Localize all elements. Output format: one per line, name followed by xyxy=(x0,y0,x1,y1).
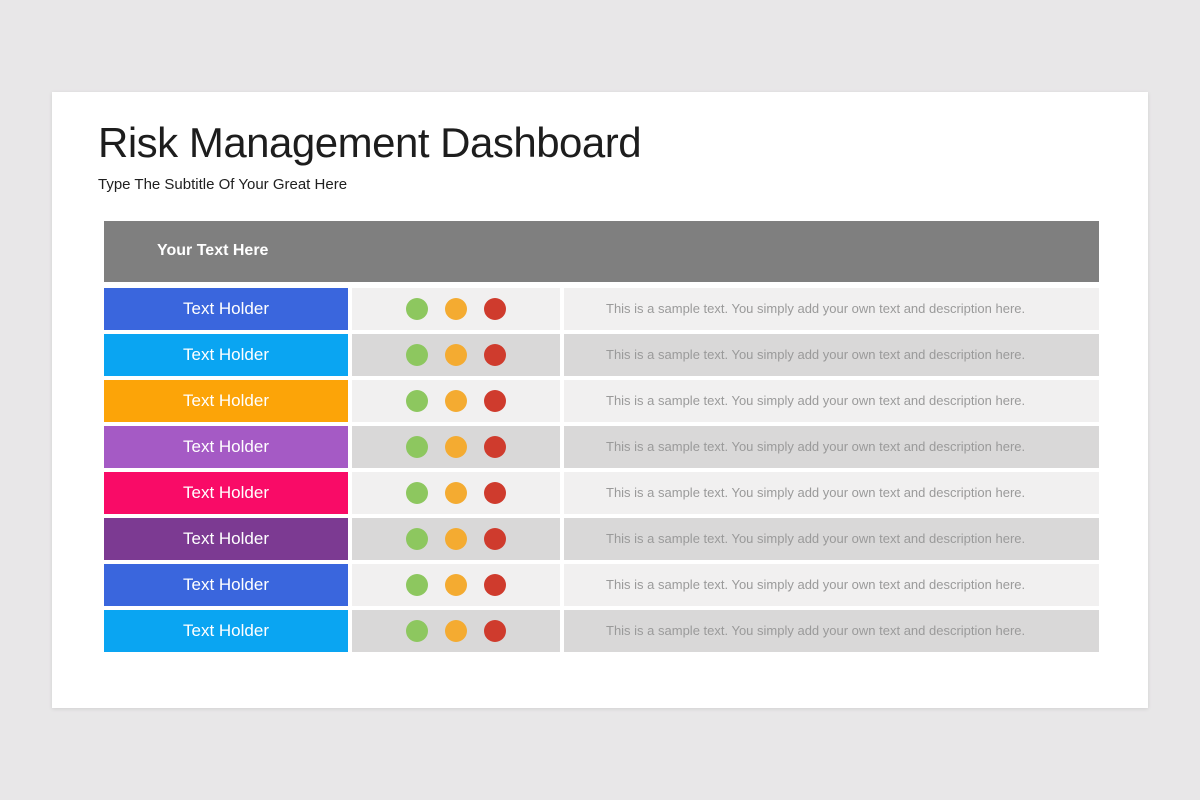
row-description: This is a sample text. You simply add yo… xyxy=(564,471,1099,514)
table-header-bar: Your Text Here xyxy=(104,220,1099,282)
status-dot-green-icon xyxy=(406,435,428,458)
status-dot-red-icon xyxy=(484,297,506,320)
status-dots-cell xyxy=(352,517,560,560)
status-dot-green-icon xyxy=(406,527,428,550)
status-dots-cell xyxy=(352,333,560,376)
table-row: Text Holder This is a sample text. You s… xyxy=(104,563,1099,606)
text-holder-button[interactable]: Text Holder xyxy=(104,379,348,422)
row-description: This is a sample text. You simply add yo… xyxy=(564,333,1099,376)
status-dot-amber-icon xyxy=(445,481,467,504)
status-dot-red-icon xyxy=(484,573,506,596)
row-description: This is a sample text. You simply add yo… xyxy=(564,609,1099,652)
status-dot-amber-icon xyxy=(445,573,467,596)
status-dots-cell xyxy=(352,471,560,514)
status-dot-red-icon xyxy=(484,527,506,550)
status-dot-green-icon xyxy=(406,481,428,504)
row-description: This is a sample text. You simply add yo… xyxy=(564,563,1099,606)
table-row: Text Holder This is a sample text. You s… xyxy=(104,609,1099,652)
slide-header: Risk Management Dashboard Type The Subti… xyxy=(52,92,1148,195)
page-subtitle: Type The Subtitle Of Your Great Here xyxy=(98,176,348,194)
status-dot-amber-icon xyxy=(445,389,467,412)
status-dot-amber-icon xyxy=(445,619,467,642)
text-holder-button[interactable]: Text Holder xyxy=(104,517,348,560)
status-dot-amber-icon xyxy=(445,435,467,458)
risk-table: Your Text Here Text Holder This is a sam… xyxy=(104,220,1099,652)
table-row: Text Holder This is a sample text. You s… xyxy=(104,471,1099,514)
text-holder-button[interactable]: Text Holder xyxy=(104,563,348,606)
text-holder-button[interactable]: Text Holder xyxy=(104,287,348,330)
slide-card: Risk Management Dashboard Type The Subti… xyxy=(52,92,1148,708)
text-holder-button[interactable]: Text Holder xyxy=(104,333,348,376)
status-dot-red-icon xyxy=(484,481,506,504)
status-dots-cell xyxy=(352,425,560,468)
status-dot-green-icon xyxy=(406,389,428,412)
status-dot-red-icon xyxy=(484,435,506,458)
status-dot-red-icon xyxy=(484,343,506,366)
table-row: Text Holder This is a sample text. You s… xyxy=(104,517,1099,560)
status-dot-amber-icon xyxy=(445,297,467,320)
status-dots-cell xyxy=(352,379,560,422)
status-dot-amber-icon xyxy=(445,527,467,550)
status-dot-green-icon xyxy=(406,573,428,596)
table-row: Text Holder This is a sample text. You s… xyxy=(104,287,1099,330)
table-row: Text Holder This is a sample text. You s… xyxy=(104,425,1099,468)
text-holder-button[interactable]: Text Holder xyxy=(104,609,348,652)
row-description: This is a sample text. You simply add yo… xyxy=(564,379,1099,422)
status-dots-cell xyxy=(352,287,560,330)
status-dots-cell xyxy=(352,563,560,606)
status-dots-cell xyxy=(352,609,560,652)
status-dot-green-icon xyxy=(406,297,428,320)
row-description: This is a sample text. You simply add yo… xyxy=(564,425,1099,468)
table-row: Text Holder This is a sample text. You s… xyxy=(104,333,1099,376)
status-dot-red-icon xyxy=(484,619,506,642)
text-holder-button[interactable]: Text Holder xyxy=(104,471,348,514)
row-description: This is a sample text. You simply add yo… xyxy=(564,287,1099,330)
page-title: Risk Management Dashboard xyxy=(98,119,642,166)
status-dot-red-icon xyxy=(484,389,506,412)
status-dot-green-icon xyxy=(406,619,428,642)
status-dot-amber-icon xyxy=(445,343,467,366)
status-dot-green-icon xyxy=(406,343,428,366)
text-holder-button[interactable]: Text Holder xyxy=(104,425,348,468)
table-header-label: Your Text Here xyxy=(157,242,269,260)
row-description: This is a sample text. You simply add yo… xyxy=(564,517,1099,560)
table-row: Text Holder This is a sample text. You s… xyxy=(104,379,1099,422)
